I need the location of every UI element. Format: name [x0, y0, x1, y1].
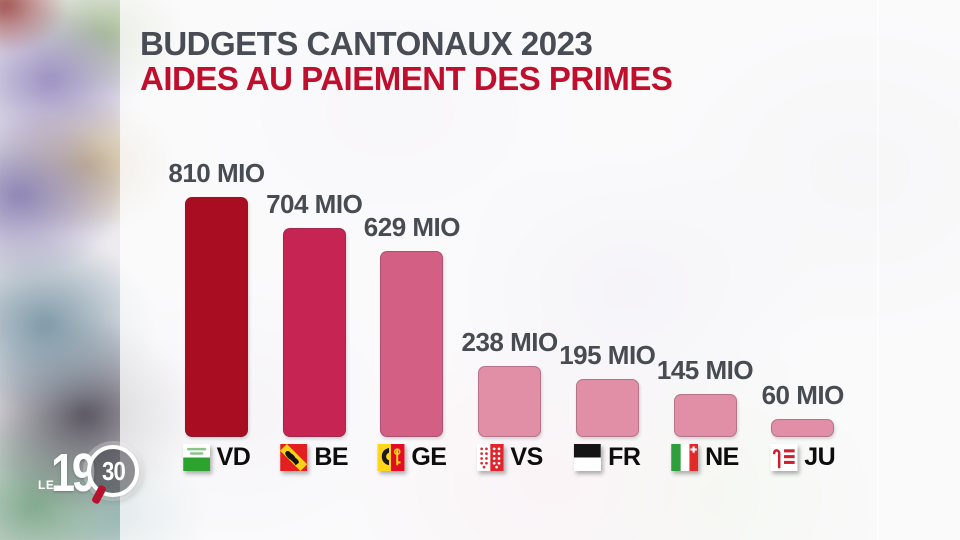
bar-vs — [478, 366, 542, 437]
bar-legend-fr: FR — [574, 443, 641, 472]
bar-value-label: 629 MIO — [363, 212, 461, 242]
bar-category-label: JU — [804, 443, 836, 471]
le-1930-logo: LE 19 30 — [25, 435, 175, 535]
page-title: BUDGETS CANTONAUX 2023 — [140, 25, 593, 62]
white-overlay-panel — [120, 0, 960, 540]
bar-group-ne: 145 MIO NE — [657, 197, 754, 471]
bar-legend-ju: JU — [770, 443, 836, 472]
bar-value-label: 704 MIO — [266, 189, 363, 219]
bar-be — [282, 228, 346, 437]
bar-ne — [673, 394, 737, 437]
bar-category-label: FR — [608, 443, 641, 471]
bar-category-label: VD — [216, 443, 251, 471]
bar-vd — [185, 197, 248, 437]
bar-chart: 810 MIO VD 704 MIO BE 629 MIO GE 238 MIO VS 195 … — [168, 158, 885, 471]
bar-value-label: 810 MIO — [168, 158, 265, 188]
ju-flag-icon — [770, 444, 798, 471]
logo-le-text: LE — [38, 478, 55, 492]
logo-circle: 30 — [87, 445, 139, 497]
bar-legend-ne: NE — [671, 443, 739, 472]
bar-value-label: 238 MIO — [461, 327, 558, 357]
ge-flag-icon — [377, 444, 405, 471]
be-flag-icon — [280, 444, 308, 471]
bar-category-label: VS — [510, 443, 543, 471]
bar-category-label: GE — [411, 443, 447, 471]
bar-group-fr: 195 MIO FR — [559, 197, 656, 471]
bar-group-ju: 60 MIO JU — [762, 197, 844, 471]
background-seam-line — [877, 0, 879, 540]
bar-value-label: 60 MIO — [761, 380, 845, 410]
bar-legend-ge: GE — [377, 443, 447, 472]
bar-fr — [575, 379, 639, 437]
fr-flag-icon — [574, 444, 602, 471]
logo-minutes-text: 30 — [101, 455, 126, 486]
page-subtitle: AIDES AU PAIEMENT DES PRIMES — [140, 60, 673, 97]
bar-group-ge: 629 MIO GE — [364, 197, 461, 471]
vd-flag-icon — [182, 444, 210, 471]
bar-value-label: 145 MIO — [656, 355, 754, 385]
bar-ju — [771, 419, 835, 437]
bar-ge — [380, 251, 444, 437]
ne-flag-icon — [671, 444, 699, 471]
bar-group-vd: 810 MIO VD — [168, 158, 265, 471]
bar-group-be: 704 MIO BE — [266, 189, 363, 471]
bar-group-vs: 238 MIO VS — [461, 197, 558, 471]
bar-value-label: 195 MIO — [559, 340, 656, 370]
bar-legend-vd: VD — [182, 443, 251, 472]
bar-category-label: BE — [314, 443, 349, 471]
bar-legend-be: BE — [280, 443, 349, 472]
bar-legend-vs: VS — [476, 443, 543, 472]
chart-title-block: BUDGETS CANTONAUX 2023 AIDES AU PAIEMENT… — [140, 25, 673, 97]
bar-category-label: NE — [705, 443, 739, 471]
vs-flag-icon — [476, 444, 504, 471]
